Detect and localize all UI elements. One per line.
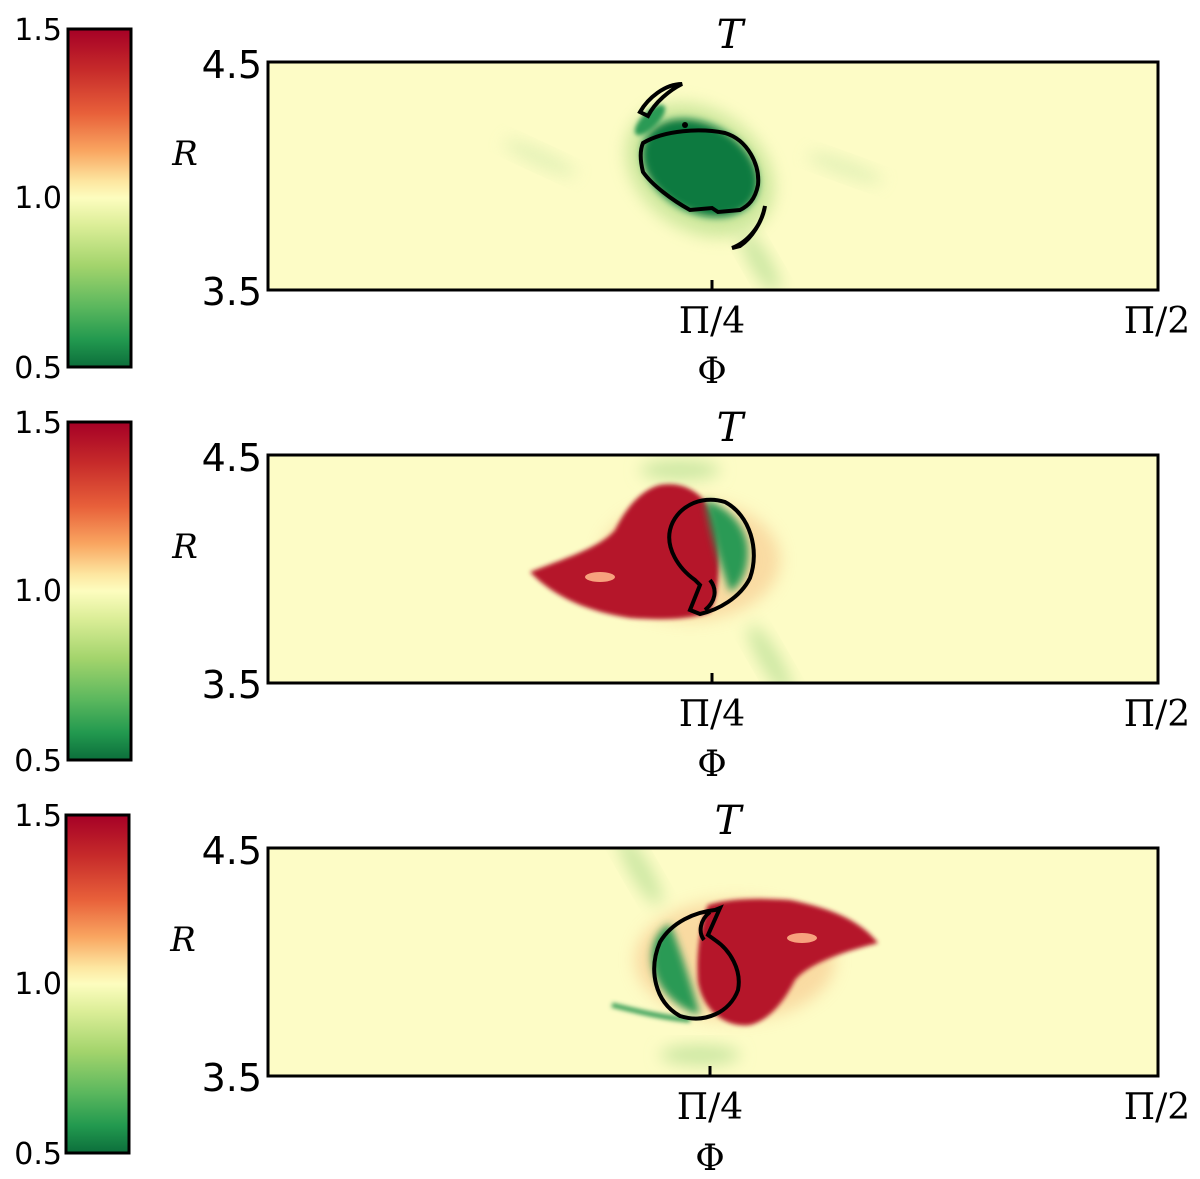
panel-3-heatmap (268, 848, 1158, 1076)
panel-2-title: T (717, 405, 747, 451)
panel-2-ylabel: R (171, 527, 198, 567)
panel-1-tail-lower (740, 231, 780, 290)
panel-3-xtick-2: Π/2 (1124, 1087, 1190, 1128)
panel-1-ylabel: R (171, 134, 198, 174)
panel-3-title: T (715, 798, 745, 844)
colorbar-1-bar (66, 27, 133, 369)
panel-2-wave-lower (748, 625, 792, 683)
colorbar-3: 1.5 1.0 0.5 (14, 799, 131, 1172)
panel-1-title: T (717, 12, 747, 58)
panel-3-ytick-bottom: 3.5 (202, 1056, 262, 1100)
panel-2-wave-upper (640, 460, 720, 480)
panel-2-xlabel: Φ (697, 744, 727, 785)
panel-2: 1.5 1.0 0.5 T R 4.5 3.5 Π/4 Π/2 Φ (14, 405, 1190, 785)
colorbar-3-tick-mid: 1.0 (14, 967, 62, 1002)
panel-3-xtick-1: Π/4 (677, 1087, 743, 1128)
panel-1-contour-lower (731, 205, 767, 250)
colorbar-2-tick-mid: 1.0 (14, 574, 62, 609)
colorbar-1-tick-top: 1.5 (14, 13, 62, 48)
panel-3-contour (652, 904, 741, 1021)
panel-1-contour-upper (637, 82, 683, 119)
colorbar-2-bar (66, 420, 133, 762)
colorbar-3-tick-bottom: 0.5 (14, 1137, 62, 1172)
panel-3-hot-region (697, 898, 878, 1026)
panel-2-cold-region (705, 500, 748, 592)
panel-2-contour (667, 497, 756, 617)
panel-3-cold-streak (611, 1002, 691, 1023)
panel-3-hot-spot (787, 933, 817, 943)
panel-1-ytick-top: 4.5 (202, 43, 262, 87)
panel-1-cold-core (641, 118, 759, 218)
panel-1-cold-arc (634, 104, 666, 136)
panel-3-xlabel: Φ (695, 1138, 725, 1179)
colorbar-1-tick-mid: 1.0 (14, 181, 62, 216)
panel-3: 1.5 1.0 0.5 T R 4.5 3.5 Π/4 Π/2 Φ (14, 798, 1190, 1179)
panel-3-ytick-top: 4.5 (202, 829, 262, 873)
colorbar-1-tick-bottom: 0.5 (14, 351, 62, 386)
colorbar-2: 1.5 1.0 0.5 (14, 406, 133, 779)
panel-1: 1.5 1.0 0.5 T R 4.5 3.5 Π/4 Π/2 Φ (14, 12, 1190, 392)
panel-1-xtick-2: Π/2 (1124, 301, 1190, 342)
colorbar-1: 1.5 1.0 0.5 (14, 13, 133, 386)
panel-1-xtick-1: Π/4 (679, 301, 745, 342)
panel-2-hot-spot (585, 572, 615, 582)
panel-1-ytick-bottom: 3.5 (202, 270, 262, 314)
panel-3-frame (266, 846, 1160, 1078)
panel-2-ytick-top: 4.5 (202, 436, 262, 480)
colorbar-2-tick-bottom: 0.5 (14, 744, 62, 779)
panel-3-wave-lower (660, 1045, 740, 1065)
panel-2-xtick-2: Π/2 (1124, 694, 1190, 735)
panel-1-wave-left (503, 139, 577, 177)
panel-1-wave-right (807, 152, 883, 184)
panel-2-heatmap (268, 455, 1158, 683)
panel-3-cold-region (651, 924, 700, 1015)
panel-1-heatmap (268, 62, 1158, 290)
panel-1-xlabel: Φ (697, 351, 727, 392)
panel-3-wave-upper (618, 848, 662, 905)
colorbar-3-tick-top: 1.5 (14, 799, 62, 834)
panel-1-contour-dot (682, 122, 688, 128)
colorbar-3-bar (64, 813, 131, 1155)
panel-2-hot-region (530, 484, 720, 620)
panel-1-contour-main (638, 128, 761, 215)
panel-2-ytick-bottom: 3.5 (202, 663, 262, 707)
panel-2-xtick-1: Π/4 (679, 694, 745, 735)
panel-3-ylabel: R (169, 920, 196, 960)
colorbar-2-tick-top: 1.5 (14, 406, 62, 441)
